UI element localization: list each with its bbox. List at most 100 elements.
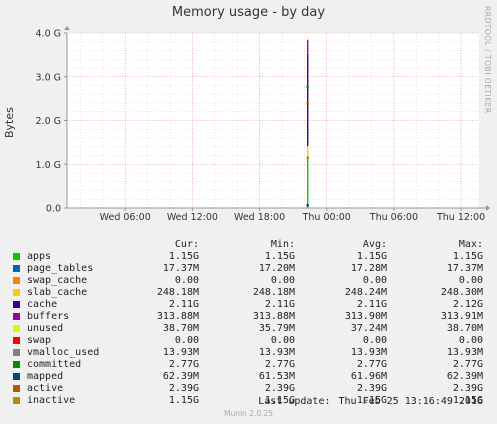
legend-value-cur: 1.15G [168, 395, 199, 406]
x-tick-label: Thu 12:00 [436, 212, 485, 223]
y-tick-label: 0.0 [46, 204, 61, 215]
legend-value-max: 1.15G [452, 395, 483, 406]
last-update-label: Last update: [258, 396, 331, 407]
y-tick-label: 2.0 G [36, 116, 62, 127]
y-tick-label: 3.0 G [36, 72, 62, 83]
legend-value-cur: 248.18M [156, 287, 199, 298]
legend-series-name: inactive [27, 395, 76, 406]
rrdtool-credit: RRDTOOL / TOBI OETIKER [483, 6, 492, 114]
series-mapped-point [306, 204, 309, 207]
legend-value-cur: 2.11G [168, 299, 199, 310]
legend-value-cur: 1.15G [168, 251, 199, 262]
legend-value-avg: 2.11G [356, 299, 387, 310]
legend-series-name: cache [27, 299, 58, 310]
x-tick-label: Thu 00:00 [302, 212, 351, 223]
legend-value-min: 0.00 [270, 335, 295, 346]
legend-row-buffers: buffers 313.88M 313.88M 313.90M 313.91M [0, 311, 497, 323]
legend-row-committed: committed 2.77G 2.77G 2.77G 2.77G [0, 359, 497, 371]
legend-swatch [13, 397, 20, 404]
legend-value-cur: 62.39M [162, 371, 199, 382]
x-tick-label: Thu 06:00 [369, 212, 418, 223]
legend-value-min: 0.00 [270, 275, 295, 286]
legend-row-active: active 2.39G 2.39G 2.39G 2.39G [0, 383, 497, 395]
legend-value-avg: 2.77G [356, 359, 387, 370]
legend-swatch [13, 277, 20, 284]
legend-value-cur: 2.39G [168, 383, 199, 394]
legend-value-max: 0.00 [458, 335, 483, 346]
legend-value-min: 2.11G [264, 299, 295, 310]
legend-value-avg: 37.24M [350, 323, 387, 334]
legend-series-name: committed [27, 359, 82, 370]
legend-swatch [13, 265, 20, 272]
legend-value-min: 61.53M [258, 371, 295, 382]
legend-swatch [13, 325, 20, 332]
legend: Cur: Min: Avg: Max: apps 1.15G 1.15G 1.15G 1… [0, 239, 497, 407]
legend-value-avg: 0.00 [362, 275, 387, 286]
y-tick-label: 1.0 G [36, 160, 62, 171]
legend-value-avg: 13.93M [350, 347, 387, 358]
legend-swatch [13, 301, 20, 308]
legend-value-avg: 313.90M [344, 311, 387, 322]
legend-value-cur: 38.70M [162, 323, 199, 334]
series-active-point [306, 102, 309, 105]
last-update: Last update: Thu Feb 25 13:16:49 2016 [0, 396, 483, 407]
legend-value-max: 1.15G [452, 251, 483, 262]
legend-series-name: vmalloc_used [27, 347, 100, 358]
legend-series-name: mapped [27, 371, 64, 382]
legend-series-name: swap [27, 335, 52, 346]
legend-series-name: slab_cache [27, 287, 88, 298]
legend-rows: apps 1.15G 1.15G 1.15G 1.15G page_tables 17.37… [0, 251, 497, 407]
legend-value-avg: 1.15G [356, 251, 387, 262]
y-axis-arrow [64, 26, 70, 30]
legend-value-max: 62.39M [446, 371, 483, 382]
series-committed-point [306, 85, 309, 89]
legend-series-name: page_tables [27, 263, 94, 274]
x-tick-label: Wed 06:00 [100, 212, 151, 223]
legend-series-name: unused [27, 323, 64, 334]
legend-value-max: 2.39G [452, 383, 483, 394]
legend-value-max: 0.00 [458, 275, 483, 286]
legend-value-min: 313.88M [252, 311, 295, 322]
x-tick-label: Wed 18:00 [234, 212, 285, 223]
legend-swatch [13, 337, 20, 344]
legend-row-vmalloc-used: vmalloc_used 13.93M 13.93M 13.93M 13.93M [0, 347, 497, 359]
legend-value-min: 1.15G [264, 251, 295, 262]
legend-value-avg: 1.15G [356, 395, 387, 406]
legend-value-min: 13.93M [258, 347, 295, 358]
legend-value-min: 35.79M [258, 323, 295, 334]
legend-value-max: 2.77G [452, 359, 483, 370]
legend-value-min: 17.20M [258, 263, 295, 274]
munin-version: Munin 2.0.25 [223, 409, 274, 418]
legend-swatch [13, 385, 20, 392]
legend-value-cur: 0.00 [174, 335, 199, 346]
legend-row-cache: cache 2.11G 2.11G 2.11G 2.12G [0, 299, 497, 311]
legend-value-avg: 0.00 [362, 335, 387, 346]
legend-swatch [13, 349, 20, 356]
legend-header-max: Max: [458, 239, 483, 250]
legend-value-min: 2.39G [264, 383, 295, 394]
legend-value-cur: 13.93M [162, 347, 199, 358]
x-tick-label: Wed 12:00 [167, 212, 218, 223]
legend-value-avg: 17.28M [350, 263, 387, 274]
legend-value-avg: 248.24M [344, 287, 387, 298]
legend-value-max: 248.30M [440, 287, 483, 298]
legend-series-name: swap_cache [27, 275, 88, 286]
legend-row-unused: unused 38.70M 35.79M 37.24M 38.70M [0, 323, 497, 335]
legend-value-cur: 17.37M [162, 263, 199, 274]
legend-swatch [13, 289, 20, 296]
legend-header: Cur: Min: Avg: Max: [0, 239, 497, 251]
legend-value-avg: 61.96M [350, 371, 387, 382]
legend-row-swap-cache: swap_cache 0.00 0.00 0.00 0.00 [0, 275, 497, 287]
legend-row-mapped: mapped 62.39M 61.53M 61.96M 62.39M [0, 371, 497, 383]
legend-row-page-tables: page_tables 17.37M 17.20M 17.28M 17.37M [0, 263, 497, 275]
last-update-value: Thu Feb 25 13:16:49 2016 [338, 396, 484, 407]
legend-value-avg: 2.39G [356, 383, 387, 394]
x-axis-arrow [486, 205, 490, 211]
legend-value-min: 1.15G [264, 395, 295, 406]
legend-value-min: 248.18M [252, 287, 295, 298]
legend-value-max: 313.91M [440, 311, 483, 322]
legend-value-max: 17.37M [446, 263, 483, 274]
legend-swatch [13, 253, 20, 260]
legend-value-min: 2.77G [264, 359, 295, 370]
y-tick-label: 4.0 G [36, 29, 62, 40]
